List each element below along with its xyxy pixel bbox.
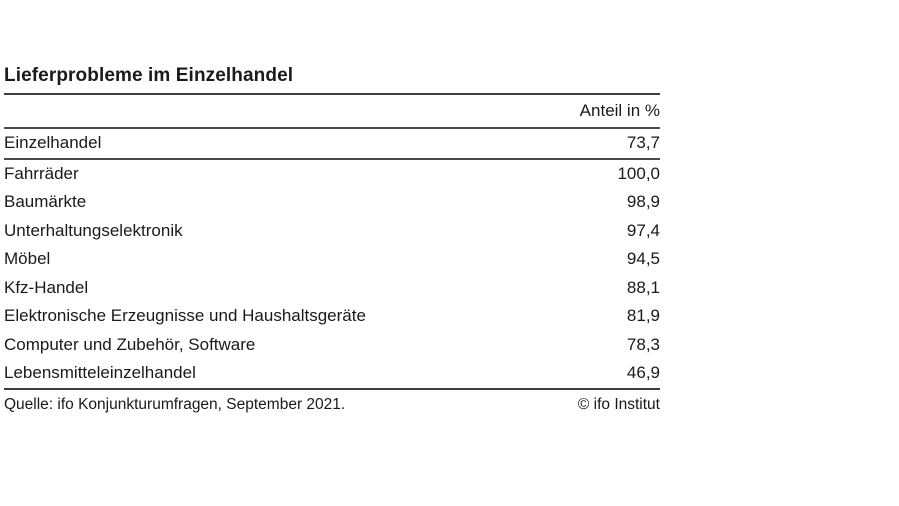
source-note: Quelle: ifo Konjunkturumfragen, Septembe… bbox=[4, 395, 346, 413]
row-label: Lebensmitteleinzelhandel bbox=[4, 363, 196, 382]
summary-section: Einzelhandel 73,7 bbox=[4, 129, 660, 160]
row-label: Baumärkte bbox=[4, 192, 87, 211]
row-label: Computer und Zubehör, Software bbox=[4, 334, 256, 354]
row-value: 94,5 bbox=[626, 249, 660, 268]
figure-footer: Quelle: ifo Konjunkturumfragen, Septembe… bbox=[4, 390, 660, 414]
rows-section: Fahrräder 100,0 Baumärkte 98,9 Unterhalt… bbox=[4, 160, 660, 390]
row-label: Möbel bbox=[4, 249, 51, 268]
table-row: Fahrräder 100,0 bbox=[4, 160, 660, 189]
table-row: Unterhaltungselektronik 97,4 bbox=[4, 217, 660, 246]
table-row: Baumärkte 98,9 bbox=[4, 188, 660, 217]
row-value: 88,1 bbox=[626, 277, 660, 297]
row-value: 98,9 bbox=[626, 192, 660, 211]
table-row: Kfz-Handel 88,1 bbox=[4, 274, 660, 303]
row-value: 73,7 bbox=[626, 133, 660, 152]
row-value: 97,4 bbox=[626, 220, 660, 240]
row-value: 46,9 bbox=[626, 363, 660, 382]
row-label: Elektronische Erzeugnisse und Haushaltsg… bbox=[4, 306, 366, 325]
table-row: Möbel 94,5 bbox=[4, 245, 660, 274]
row-value: 81,9 bbox=[626, 306, 660, 325]
row-value: 78,3 bbox=[626, 334, 660, 354]
figure-title: Lieferprobleme im Einzelhandel bbox=[4, 64, 660, 95]
statistics-table-figure: Lieferprobleme im Einzelhandel Anteil in… bbox=[4, 0, 660, 414]
row-value: 100,0 bbox=[617, 163, 660, 183]
table-row: Computer und Zubehör, Software 78,3 bbox=[4, 331, 660, 360]
row-label: Unterhaltungselektronik bbox=[4, 220, 183, 240]
copyright-note: © ifo Institut bbox=[577, 395, 660, 413]
row-label: Einzelhandel bbox=[4, 133, 102, 152]
value-column-header: Anteil in % bbox=[4, 95, 660, 129]
table-row-summary: Einzelhandel 73,7 bbox=[4, 129, 660, 158]
row-label: Fahrräder bbox=[4, 163, 79, 183]
row-label: Kfz-Handel bbox=[4, 277, 89, 297]
table-row: Lebensmitteleinzelhandel 46,9 bbox=[4, 359, 660, 388]
table-row: Elektronische Erzeugnisse und Haushaltsg… bbox=[4, 302, 660, 331]
